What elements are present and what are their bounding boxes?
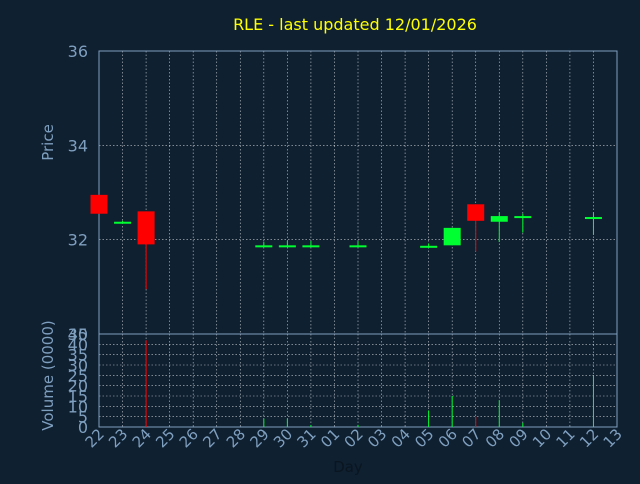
volume-tick-label: 15 — [68, 387, 88, 406]
candle-body — [137, 211, 155, 245]
candle-body — [490, 216, 508, 222]
x-tick-label: 29 — [246, 425, 272, 451]
volume-tick-label: 35 — [68, 346, 88, 365]
candle-body — [255, 245, 273, 248]
candle-body — [514, 216, 532, 219]
x-tick-label: 31 — [294, 425, 320, 451]
candle-body — [467, 204, 485, 221]
x-tick-label: 09 — [505, 425, 531, 451]
candle-body — [349, 245, 367, 248]
candle-body — [443, 227, 461, 246]
x-tick-label: 03 — [364, 425, 390, 451]
x-tick-label: 02 — [341, 425, 367, 451]
x-tick-label: 07 — [458, 425, 484, 451]
volume-tick-label: 20 — [68, 377, 88, 396]
x-tick-label: 28 — [223, 425, 249, 451]
volume-tick-label: 25 — [68, 366, 88, 385]
volume-tick-label: 40 — [68, 335, 88, 354]
x-tick-label: 30 — [270, 425, 296, 451]
price-panel: 30 32 34 36 Price — [39, 42, 618, 344]
volume-tick-label: 0 — [78, 418, 88, 437]
x-axis-label: Day — [333, 458, 363, 476]
x-tick-label: 25 — [152, 425, 178, 451]
price-tick-label: 36 — [68, 42, 88, 61]
x-tick-label: 13 — [600, 425, 626, 451]
volume-tick-label: 30 — [68, 356, 88, 375]
candle-body — [114, 221, 132, 224]
x-tick-label: 08 — [482, 425, 508, 451]
x-tick-label: 12 — [576, 425, 602, 451]
x-tick-label: 27 — [199, 425, 225, 451]
candle-body — [420, 245, 438, 248]
price-tick-label: 34 — [68, 136, 88, 155]
price-axis-label: Price — [39, 124, 57, 161]
candle-body — [584, 217, 602, 220]
candle-body — [278, 245, 296, 248]
x-tick-label: 26 — [176, 425, 202, 451]
volume-tick-label: 5 — [78, 408, 88, 427]
price-tick-label: 32 — [68, 231, 88, 250]
x-tick-label: 01 — [317, 425, 343, 451]
candle-body — [90, 194, 108, 214]
volume-tick-label: 45 — [68, 325, 88, 344]
x-tick-label: 24 — [129, 425, 155, 451]
x-tick-label: 06 — [435, 425, 461, 451]
x-tick-label: 10 — [529, 425, 555, 451]
x-tick-label: 23 — [105, 425, 131, 451]
volume-axis-label: Volume (0000) — [39, 320, 57, 430]
x-tick-label: 04 — [388, 425, 414, 451]
price-tick-label: 30 — [68, 325, 88, 344]
chart-title: RLE - last updated 12/01/2026 — [233, 15, 477, 34]
candle-body — [302, 245, 320, 248]
x-tick-label: 05 — [411, 425, 437, 451]
x-tick-label: 11 — [553, 425, 579, 451]
volume-tick-label: 10 — [68, 397, 88, 416]
x-axis: 2223242526272829303101020304050607080910… — [82, 425, 626, 476]
